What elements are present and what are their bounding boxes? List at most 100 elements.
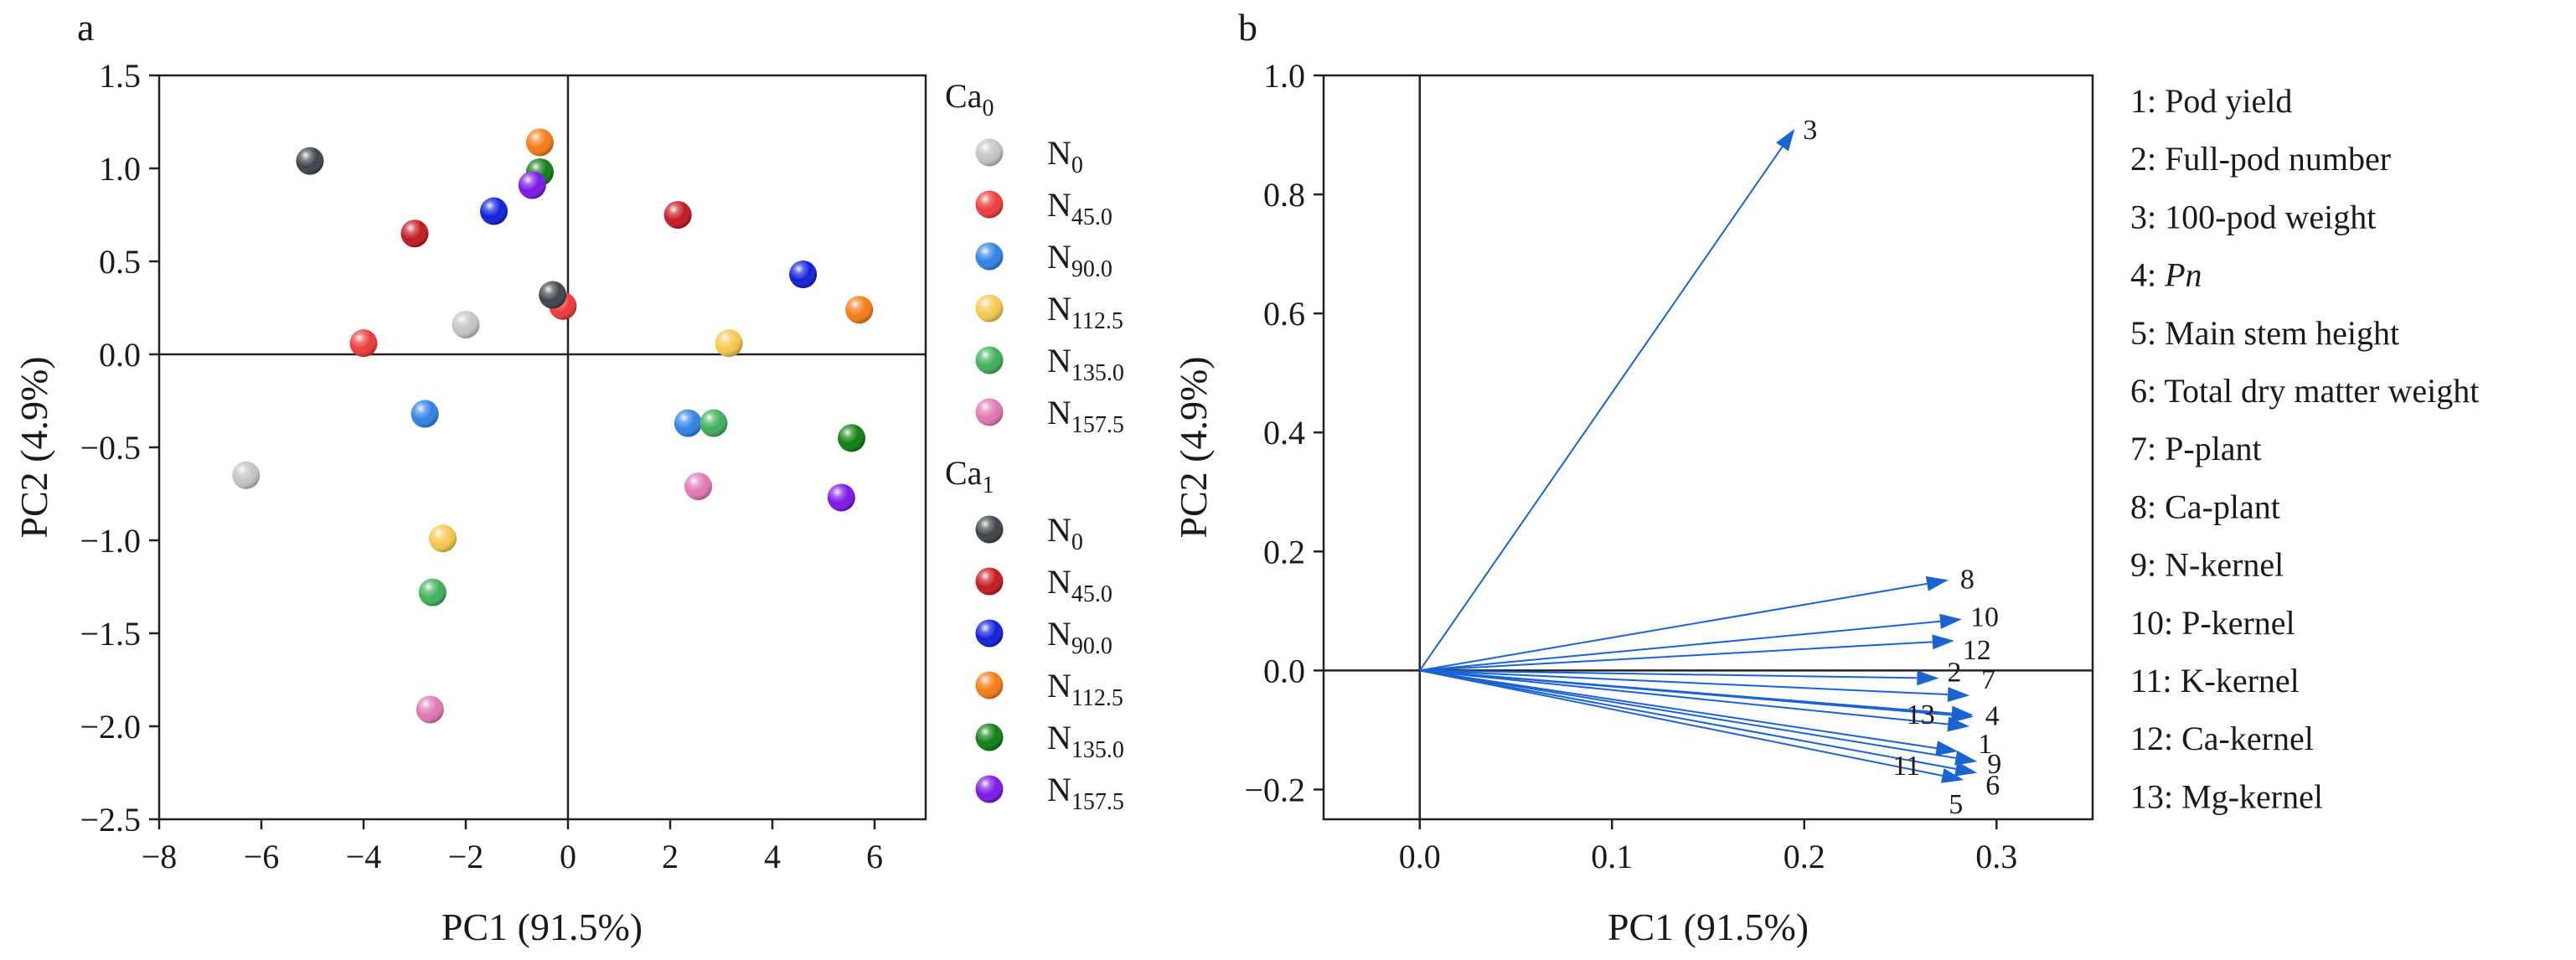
marker-shine [525,128,554,157]
loading-vector-13 [1419,669,1974,723]
marker-shine [429,524,457,553]
loading-vector-8 [1419,575,1949,672]
scatter-point-Ca1-N135.0 [838,424,866,452]
scatter-point-Ca1-N45.0 [400,219,429,248]
panel-a-legend: Ca0 N0 N45.0 N90.0 N112.5 N135.0 N157.5 Ca1 N0 N4… [945,77,1124,815]
legend-marker [975,567,1004,596]
vector-arrowhead [1954,761,1978,777]
vector-label-6: 6 [1985,771,2000,802]
panel-a-x-tick-label: −6 [244,838,280,875]
vector-shaft [1418,146,1784,671]
scatter-point-Ca0-N112.5 [429,524,457,553]
vector-label-4: 4 [1985,701,2000,732]
panel-b-y-tick-label: 0.6 [1263,295,1305,333]
legend-group-title: Ca0 [945,77,994,121]
vector-shaft [1419,669,1949,725]
legend-item-label: N90.0 [1047,238,1112,282]
vector-label-12: 12 [1963,635,1991,666]
panel-a-x-tick-label: −2 [448,838,484,875]
scatter-point-Ca1-N112.5 [845,296,874,324]
vector-shaft [1419,669,1937,750]
marker-shine [827,483,855,512]
vector-label-9: 9 [1987,749,2001,780]
variable-key-item: 2: Full-pod number [2130,140,2391,178]
legend-item-label: N157.5 [1047,394,1124,438]
panel-a-y-tick-label: −0.5 [80,429,141,467]
marker-shine [975,242,1004,271]
legend-group-title: Ca1 [945,454,994,498]
vector-label-13: 13 [1907,699,1935,730]
vector-label-5: 5 [1949,789,1963,820]
marker-shine [296,147,324,175]
marker-shine [232,461,261,489]
marker-shine [975,515,1004,544]
marker-shine [715,329,743,358]
legend-marker [975,671,1004,699]
vector-arrowhead [1917,670,1939,686]
panel-b-y-tick-label: 0.4 [1263,414,1305,452]
vector-shaft [1419,669,1956,759]
scatter-point-Ca1-N0 [296,147,324,175]
panel-a-x-tick-label: −8 [142,838,178,875]
loading-vector-7 [1419,669,1970,703]
vector-shaft [1419,620,1941,672]
scatter-point-Ca0-N112.5 [715,329,743,358]
vector-arrowhead [1940,768,1964,783]
panel-a-y-tick-label: −2.0 [80,708,141,746]
marker-shine [349,329,378,358]
panel-b-x-tick-label: 0.1 [1591,838,1633,875]
panel-b-label: b [1238,6,1257,49]
marker-shine [838,424,866,452]
variable-key-item: 1: Pod yield [2130,82,2292,120]
marker-shine [975,346,1004,374]
loading-vector-10 [1419,613,1962,672]
vector-arrowhead [1932,634,1954,650]
marker-shine [975,723,1004,751]
legend-item-label: N0 [1047,134,1083,178]
vector-label-11: 11 [1892,751,1920,782]
vector-shaft [1419,669,1952,716]
vector-arrowhead [1939,613,1962,629]
vector-shaft [1419,582,1928,672]
panel-b-variable-key: 1: Pod yield 2: Full-pod number 3: 100-pod… [2130,82,2479,815]
panel-a-x-ticks: −8 −6 −4 −2 0 2 4 6 [142,819,883,875]
marker-shine [699,409,728,437]
marker-shine [975,619,1004,648]
panel-a-y-tick-label: −2.5 [80,801,141,839]
vector-label-7: 7 [1981,664,1995,695]
legend-item-label: N45.0 [1047,186,1112,230]
panel-a-x-tick-label: 2 [662,838,679,875]
panel-a-y-tick-label: −1.5 [80,615,141,653]
scatter-point-Ca0-N135.0 [699,409,728,437]
scatter-point-Ca0-N0 [232,461,261,489]
marker-shine [845,296,874,324]
panel-b-y-tick-label: 1.0 [1263,57,1305,95]
vector-label-10: 10 [1970,601,1999,632]
vector-arrowhead [1935,741,1959,756]
panel-a-y-tick-label: 0.0 [99,336,141,374]
variable-key-item: 7: P-plant [2130,430,2262,467]
scatter-point-Ca1-N157.5 [518,171,546,199]
legend-item-label: N135.0 [1047,719,1124,763]
panel-b-loadings: b 0.0 0.1 0.2 0.3 1.00.80.60.40.20.0−0.2 12… [1172,6,2479,948]
marker-shine [684,472,713,501]
marker-shine [400,219,429,248]
legend-marker [975,398,1004,426]
panel-a-x-tick-label: −4 [346,838,382,875]
loading-vector-11 [1419,669,1959,756]
panel-b-x-tick-label: 0.0 [1399,838,1441,875]
loading-vector-6 [1419,669,1978,777]
vector-arrowhead [1947,687,1970,703]
marker-shine [975,190,1004,219]
legend-marker [975,190,1004,219]
variable-key-item: 9: N-kernel [2130,546,2284,584]
marker-shine [975,567,1004,596]
scatter-point-Ca1-N157.5 [827,483,855,512]
marker-shine [975,138,1004,167]
variable-key-item: 10: P-kernel [2130,604,2295,642]
marker-shine [480,197,508,225]
panel-a-y-tick-label: 0.5 [99,243,141,281]
panel-a-scatter: a −8 −6 −4 −2 0 2 4 6 1.5 1.0 0.5 0.0 −0.5 −1.0 −1.5 −… [13,6,1124,948]
legend-marker [975,723,1004,751]
